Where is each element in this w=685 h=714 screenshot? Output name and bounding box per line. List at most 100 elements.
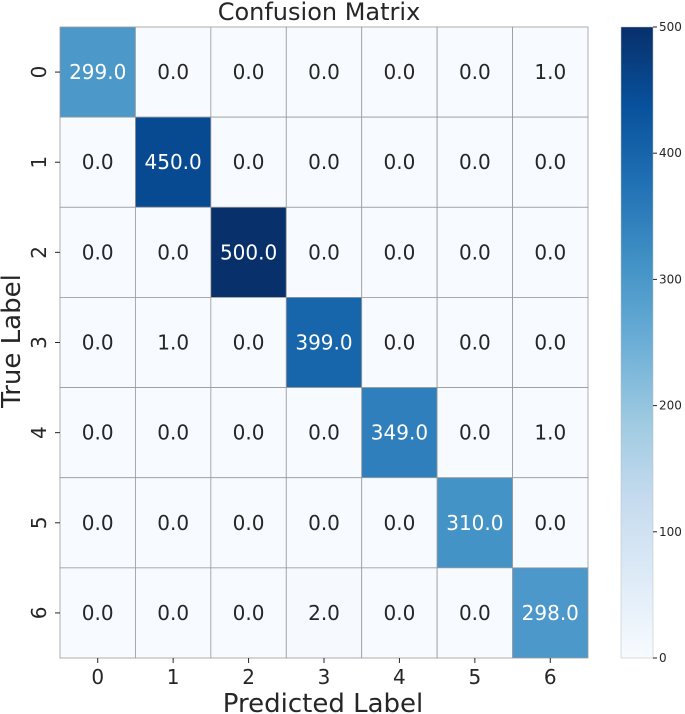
cell-value-label: 1.0 [534, 60, 566, 84]
cell-value-label: 0.0 [384, 601, 416, 625]
y-tick-label: 6 [27, 607, 51, 620]
cell-value-label: 0.0 [157, 511, 189, 535]
heatmap-cell [361, 26, 438, 118]
cell-value-label: 0.0 [157, 421, 189, 445]
colorbar-tick-label: 300 [659, 272, 682, 286]
colorbar [620, 26, 654, 659]
chart-title: Confusion Matrix [218, 0, 421, 26]
cell-value-label: 0.0 [233, 601, 265, 625]
cell-value-label: 0.0 [82, 511, 114, 535]
heatmap-cells: 299.0 0.0 0.0 0.0 0.0 0.0 1.0 0.0 450.0 0.0 0.0 0.0… [59, 26, 589, 659]
cell-value-label: 1.0 [534, 421, 566, 445]
cell-value-label: 0.0 [384, 511, 416, 535]
cell-value-label: 450.0 [145, 150, 202, 174]
colorbar-tick-label: 0 [659, 651, 667, 665]
heatmap-cell [512, 477, 589, 569]
heatmap-cell [285, 567, 363, 659]
heatmap-cell [436, 297, 513, 388]
heatmap-cell [135, 477, 212, 569]
x-tick-label: 0 [91, 665, 104, 689]
cell-value-label: 0.0 [82, 601, 114, 625]
heatmap-cell [361, 477, 438, 569]
cell-value-label: 0.0 [384, 240, 416, 264]
heatmap-cell [210, 206, 287, 298]
colorbar-tick-label: 400 [659, 146, 682, 160]
heatmap-cell [285, 206, 363, 298]
x-tick-label: 1 [167, 665, 180, 689]
cell-value-label: 0.0 [157, 601, 189, 625]
cell-value-label: 0.0 [82, 240, 114, 264]
heatmap-cell [436, 567, 513, 659]
cell-value-label: 0.0 [233, 60, 265, 84]
y-tick-label: 0 [27, 66, 51, 79]
cell-value-label: 0.0 [233, 511, 265, 535]
heatmap-cell [59, 26, 136, 118]
heatmap-cell [285, 477, 363, 569]
cell-value-label: 0.0 [534, 331, 566, 355]
cell-value-label: 0.0 [157, 60, 189, 84]
cell-value-label: 0.0 [233, 150, 265, 174]
cell-value-label: 0.0 [384, 331, 416, 355]
heatmap-cell [59, 116, 136, 208]
cell-value-label: 2.0 [308, 601, 340, 625]
heatmap-cell [436, 206, 513, 298]
heatmap-cell [210, 116, 287, 208]
cell-value-label: 0.0 [459, 331, 491, 355]
cell-value-label: 0.0 [459, 601, 491, 625]
heatmap-cell [361, 206, 438, 298]
heatmap-cell [59, 206, 136, 298]
heatmap-cell [210, 567, 287, 659]
heatmap-cell [361, 567, 438, 659]
cell-value-label: 0.0 [308, 60, 340, 84]
cell-value-label: 0.0 [308, 150, 340, 174]
y-tick-label: 1 [27, 156, 51, 169]
x-tick-label: 2 [242, 665, 255, 689]
heatmap-cell [436, 116, 513, 208]
cell-value-label: 500.0 [220, 240, 277, 264]
cell-value-label: 0.0 [82, 150, 114, 174]
y-tick-label: 2 [27, 246, 51, 259]
heatmap-cell [512, 567, 589, 659]
heatmap-cell [210, 26, 287, 118]
heatmap-cell [512, 116, 589, 208]
y-tick-label: 5 [27, 516, 51, 529]
cell-value-label: 0.0 [459, 60, 491, 84]
cell-value-label: 0.0 [534, 240, 566, 264]
cell-value-label: 0.0 [459, 421, 491, 445]
colorbar-tick-label: 100 [659, 525, 682, 539]
x-tick-label: 6 [544, 665, 557, 689]
cell-value-label: 299.0 [69, 60, 126, 84]
y-axis-ticks: 0 1 2 3 4 5 6 [27, 66, 60, 620]
heatmap-cell [512, 297, 589, 388]
cell-value-label: 0.0 [384, 150, 416, 174]
x-tick-label: 5 [468, 665, 481, 689]
cell-value-label: 0.0 [82, 331, 114, 355]
heatmap-cell [59, 387, 136, 479]
y-tick-label: 3 [27, 336, 51, 349]
heatmap-cell [135, 26, 212, 118]
x-tick-label: 3 [318, 665, 331, 689]
cell-value-label: 310.0 [446, 511, 503, 535]
y-tick-label: 4 [27, 426, 51, 439]
colorbar-tick-label: 200 [659, 399, 682, 413]
x-axis-ticks: 0 1 2 3 4 5 6 [91, 658, 557, 689]
cell-value-label: 0.0 [534, 511, 566, 535]
cell-value-label: 0.0 [308, 240, 340, 264]
cell-value-label: 1.0 [157, 331, 189, 355]
cell-value-label: 349.0 [371, 421, 428, 445]
heatmap-cell [59, 567, 136, 659]
cell-value-label: 0.0 [233, 331, 265, 355]
cell-value-label: 0.0 [82, 421, 114, 445]
cell-value-label: 0.0 [384, 60, 416, 84]
heatmap-cell [59, 477, 136, 569]
x-tick-label: 4 [393, 665, 406, 689]
heatmap-cell [210, 477, 287, 569]
cell-value-label: 399.0 [295, 331, 352, 355]
heatmap-cell [361, 116, 438, 208]
colorbar-ticks: 0 100 200 300 400 500 [653, 20, 682, 665]
y-axis-label: True Label [0, 274, 27, 409]
colorbar-tick-label: 500 [659, 20, 682, 34]
cell-value-label: 0.0 [459, 240, 491, 264]
heatmap-cell [210, 387, 287, 479]
